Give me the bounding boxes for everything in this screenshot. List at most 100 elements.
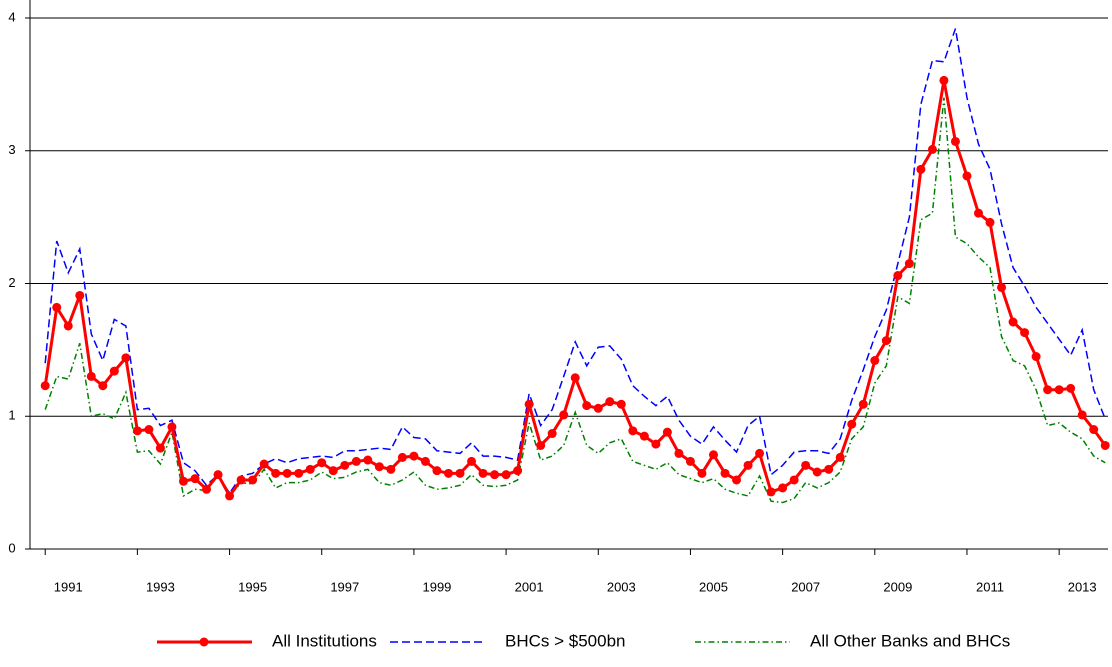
x-tick-label: 2011 [976,579,1004,594]
data-point [997,282,1007,292]
data-point [939,75,949,85]
data-point [616,399,626,409]
data-point [40,381,50,391]
x-tick-label: 2003 [607,579,636,594]
x-tick-label: 1991 [54,579,83,594]
x-tick-label: 2005 [699,579,728,594]
data-point [271,468,281,478]
x-tick-label: 2009 [883,579,912,594]
data-point [651,439,661,449]
data-point [420,456,430,466]
data-point [236,475,246,485]
x-tick-label: 1999 [422,579,451,594]
data-point [858,399,868,409]
data-point [685,456,695,466]
data-point [248,475,258,485]
data-point [1100,440,1110,450]
series-line [44,97,1106,504]
data-point [121,353,131,363]
data-point [132,426,142,436]
data-point [801,460,811,470]
data-point [973,208,983,218]
data-point [904,259,914,269]
data-point [52,302,62,312]
data-point [812,467,822,477]
legend-marker [199,637,209,647]
data-point [202,484,212,494]
data-point [697,468,707,478]
data-point [732,475,742,485]
data-point [467,456,477,466]
data-point [950,136,960,146]
data-point [1077,410,1087,420]
x-tick-label: 1993 [146,579,175,594]
data-point [962,171,972,181]
x-tick-label: 2013 [1068,579,1097,594]
data-point [1043,385,1053,395]
data-point [927,144,937,154]
data-point [536,440,546,450]
data-point [478,468,488,478]
data-point [1089,425,1099,435]
data-point [328,466,338,476]
y-tick-label: 0 [8,540,15,555]
data-point [432,466,442,476]
data-point [547,429,557,439]
data-point [708,450,718,460]
data-point [789,475,799,485]
data-point [213,470,223,480]
data-point [490,470,500,480]
data-point [397,452,407,462]
data-point [167,422,177,432]
data-point [351,456,361,466]
data-point [63,321,73,331]
data-point [524,399,534,409]
data-point [835,452,845,462]
data-point [1020,328,1030,338]
data-point [766,487,776,497]
data-point [743,460,753,470]
data-point [824,464,834,474]
data-point [386,464,396,474]
legend-label: All Other Banks and BHCs [810,631,1010,650]
data-point [225,491,235,501]
y-tick-label: 3 [8,142,15,157]
data-point [1066,383,1076,393]
data-point [916,164,926,174]
data-point [513,466,523,476]
data-point [259,459,269,469]
data-point [178,476,188,486]
data-point [881,336,891,346]
data-point [893,271,903,281]
data-point [755,448,765,458]
data-point [559,410,569,420]
data-point [847,419,857,429]
data-point [1054,385,1064,395]
data-point [985,217,995,227]
legend-label: All Institutions [272,631,377,650]
data-point [1008,317,1018,327]
data-point [86,371,96,381]
y-tick-label: 4 [8,9,15,24]
data-point [155,443,165,453]
data-point [570,373,580,383]
y-tick-label: 2 [8,275,15,290]
data-point [363,455,373,465]
data-point [282,468,292,478]
data-point [340,460,350,470]
legend-label: BHCs > $500bn [505,631,626,650]
data-point [109,366,119,376]
data-point [582,401,592,411]
data-point [443,468,453,478]
data-point [305,464,315,474]
data-point [294,468,304,478]
data-point [674,448,684,458]
data-point [1031,352,1041,362]
x-tick-label: 1995 [238,579,267,594]
data-point [190,474,200,484]
x-tick-label: 2007 [791,579,820,594]
data-point [778,483,788,493]
data-point [455,468,465,478]
